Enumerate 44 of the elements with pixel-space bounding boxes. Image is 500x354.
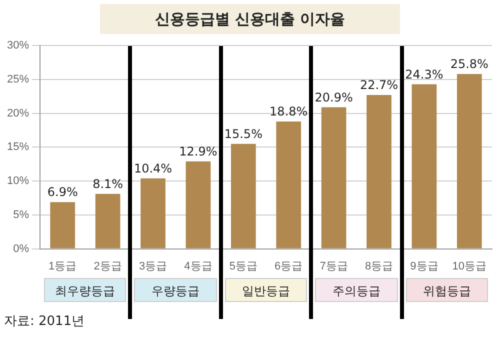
y-tick-label: 25% <box>6 74 30 86</box>
x-tick-label: 2등급 <box>94 260 122 272</box>
data-label: 15.5% <box>224 126 262 141</box>
x-tick-label: 7등급 <box>320 260 348 272</box>
x-tick-label: 5등급 <box>229 260 258 272</box>
x-tick-label: 10등급 <box>452 260 487 272</box>
y-tick-label: 15% <box>6 141 30 154</box>
bar <box>50 202 76 248</box>
x-tick-label: 9등급 <box>410 260 438 272</box>
chart-title: 신용등급별 신용대출 이자율 <box>100 4 400 34</box>
text: 일반등급 <box>224 278 308 302</box>
y-tick-label: 0% <box>13 242 30 255</box>
text: 자료: 2011년 <box>4 313 85 330</box>
data-label: 18.8% <box>270 104 308 119</box>
bar <box>95 194 120 248</box>
x-tick-label: 3등급 <box>138 260 168 272</box>
bar <box>186 161 211 248</box>
bar <box>456 74 482 248</box>
data-label: 20.9% <box>314 90 353 104</box>
bar <box>140 178 166 248</box>
bar <box>366 95 392 248</box>
y-tick-label: 10% <box>6 175 30 188</box>
data-label: 12.9% <box>179 144 218 159</box>
data-label: 10.4% <box>134 161 172 176</box>
x-tick-label: 4등급 <box>184 260 212 272</box>
text: 최우량등급 <box>44 278 126 302</box>
bar <box>276 121 302 248</box>
x-tick-label: 8등급 <box>364 260 394 272</box>
data-label: 25.8% <box>450 57 488 72</box>
bar <box>230 144 256 248</box>
data-label: 22.7% <box>360 78 398 92</box>
y-tick-label: 30% <box>6 40 30 52</box>
x-tick-label: 6등급 <box>274 260 303 272</box>
y-tick-label: 5% <box>13 208 30 221</box>
bar <box>321 107 346 248</box>
y-tick-label: 20% <box>6 107 30 120</box>
text: 우량등급 <box>134 278 217 302</box>
data-label: 8.1% <box>92 177 124 192</box>
bar <box>412 84 437 248</box>
text: 주의등급 <box>315 278 398 302</box>
data-label: 6.9% <box>47 185 78 200</box>
data-label: 24.3% <box>405 67 444 82</box>
text: 위험등급 <box>406 278 488 302</box>
x-tick-label: 1등급 <box>48 260 77 272</box>
